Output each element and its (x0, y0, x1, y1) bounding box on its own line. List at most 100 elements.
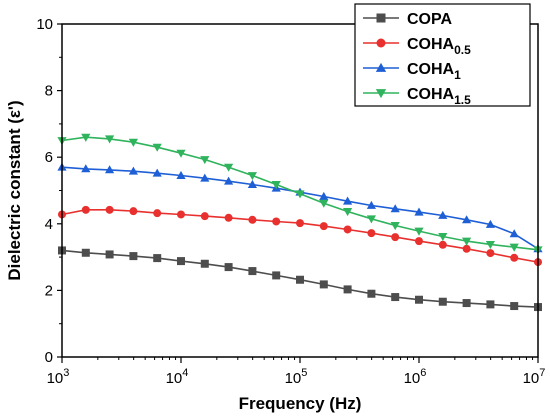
data-point (390, 204, 400, 213)
data-point (128, 138, 138, 147)
x-tick-label: 106 (404, 367, 427, 387)
data-point (415, 295, 423, 304)
x-tick-base: 10 (166, 370, 183, 387)
data-point (414, 227, 424, 236)
data-point (177, 210, 185, 219)
x-axis-title: Frequency (Hz) (239, 394, 362, 413)
series-0 (58, 246, 542, 312)
data-point (438, 210, 448, 219)
data-point (510, 253, 519, 262)
data-point (462, 244, 471, 253)
data-point (296, 219, 304, 228)
x-tick-label: 105 (285, 367, 308, 387)
legend-label: COHA0.5 (407, 36, 471, 57)
legend-subscript: 1 (454, 68, 461, 82)
data-point (224, 213, 233, 222)
data-point (343, 196, 353, 205)
data-point (319, 191, 329, 200)
legend-label: COHA1.5 (407, 86, 471, 107)
legend-label: COPA (407, 11, 452, 28)
data-point (177, 257, 185, 266)
legend-name: COHA (407, 61, 455, 78)
data-point (200, 173, 210, 182)
legend-item: COHA1 (363, 61, 461, 82)
data-point (486, 300, 495, 309)
data-point (367, 289, 376, 298)
data-point (509, 229, 519, 238)
data-point (414, 207, 424, 216)
x-tick-base: 10 (47, 370, 64, 387)
data-point (366, 200, 376, 209)
data-point (81, 248, 90, 257)
y-tick-label: 2 (45, 282, 53, 299)
legend-marker (376, 38, 386, 48)
data-point (105, 135, 115, 144)
data-point (391, 293, 400, 302)
data-point (296, 275, 304, 284)
data-point (248, 267, 257, 276)
data-point (462, 237, 472, 246)
legend-item: COHA1.5 (363, 86, 471, 107)
x-tick-base: 10 (523, 370, 540, 387)
plot-frame (61, 23, 539, 358)
data-point (129, 252, 138, 261)
legend-name: COHA (407, 36, 455, 53)
series-3 (57, 133, 543, 255)
data-point (224, 176, 234, 185)
legend-item: COHA0.5 (363, 36, 471, 57)
data-point (485, 240, 495, 250)
data-point (272, 271, 281, 280)
legend-label: COHA1 (407, 61, 461, 82)
x-tick-exp: 6 (420, 367, 426, 379)
x-tick-exp: 3 (63, 367, 69, 379)
data-point (247, 172, 258, 181)
y-tick-label: 10 (36, 16, 53, 33)
data-point (153, 254, 162, 263)
data-point (343, 208, 353, 217)
series-layer (57, 133, 543, 312)
data-point (343, 225, 352, 234)
data-point (272, 217, 281, 226)
data-point (438, 240, 447, 249)
data-point (105, 165, 115, 174)
data-point (415, 237, 423, 246)
legend-item: COPA (363, 11, 452, 28)
data-point (152, 143, 162, 152)
legend-subscript: 1.5 (454, 93, 471, 107)
y-tick-label: 0 (45, 349, 53, 366)
data-point (319, 280, 328, 289)
data-point (343, 285, 352, 294)
data-point (81, 133, 91, 142)
data-point (366, 215, 376, 224)
data-point (438, 297, 447, 306)
data-point (81, 164, 91, 173)
x-tick-base: 10 (285, 370, 302, 387)
x-tick-base: 10 (404, 370, 421, 387)
data-point (319, 222, 328, 231)
legend-name: COHA (407, 86, 455, 103)
data-point (200, 212, 209, 221)
data-point (105, 205, 114, 214)
data-point (510, 302, 519, 311)
x-tick-label: 107 (523, 367, 546, 387)
data-point (224, 263, 233, 272)
x-tick-exp: 5 (301, 367, 307, 379)
data-point (153, 209, 162, 218)
legend-name: COPA (407, 11, 452, 28)
data-point (248, 215, 257, 224)
y-tick-label: 4 (45, 216, 53, 233)
data-point (319, 199, 329, 208)
data-point (391, 233, 400, 242)
legend-subscript: 0.5 (454, 43, 471, 57)
legend-marker (375, 89, 387, 99)
data-point (462, 299, 471, 308)
data-point (390, 222, 400, 231)
x-tick-label: 104 (166, 367, 189, 387)
data-point (105, 250, 114, 259)
x-tick-exp: 7 (539, 367, 545, 379)
y-axis-title: Dielectric constant (ε') (5, 100, 24, 280)
x-tick-exp: 4 (182, 367, 188, 379)
